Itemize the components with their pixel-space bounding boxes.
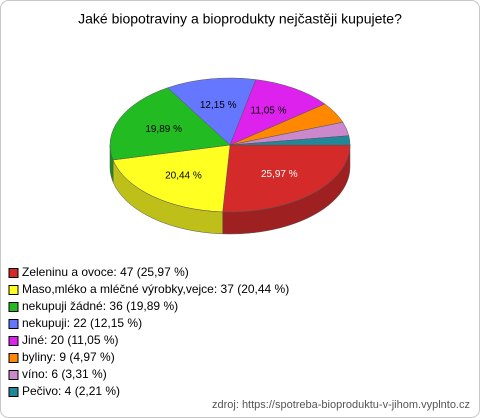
legend-swatch <box>8 302 19 312</box>
source: zdroj: https://spotreba-bioproduktu-v-ji… <box>212 399 470 411</box>
legend-label: Zeleninu a ovoce: 47 (25,97 %) <box>22 265 189 279</box>
legend-label: nekupuji žádné: 36 (19,89 %) <box>22 299 178 313</box>
legend-swatch <box>8 268 19 278</box>
data-label: 12,15 % <box>200 100 237 111</box>
legend-swatch <box>8 370 19 380</box>
slice <box>109 87 231 161</box>
chart-title: Jaké biopotraviny a bioprodukty nejčastě… <box>78 11 402 27</box>
slice <box>112 144 231 213</box>
legend-label: byliny: 9 (4,97 %) <box>22 350 115 364</box>
data-label: 25,97 % <box>261 169 298 180</box>
data-label: 19,89 % <box>145 124 182 135</box>
data-label: 20,44 % <box>165 170 202 181</box>
legend-swatch <box>8 353 19 363</box>
slice <box>222 144 351 213</box>
data-label: 11,05 % <box>251 106 287 117</box>
legend-label: Jiné: 20 (11,05 %) <box>22 333 119 347</box>
legend-swatch <box>8 319 19 329</box>
legend-swatch <box>8 387 19 397</box>
legend-swatch <box>8 285 19 295</box>
legend-label: nekupuji: 22 (12,15 %) <box>22 316 142 330</box>
legend-swatch <box>8 336 19 346</box>
legend-label: víno: 6 (3,31 %) <box>22 367 107 381</box>
slice <box>229 79 326 146</box>
legend-label: Pečivo: 4 (2,21 %) <box>22 384 120 398</box>
legend-label: Maso,mléko a mléčné výrobky,vejce: 37 (2… <box>22 282 289 296</box>
slice <box>229 135 351 146</box>
slice <box>167 77 257 146</box>
